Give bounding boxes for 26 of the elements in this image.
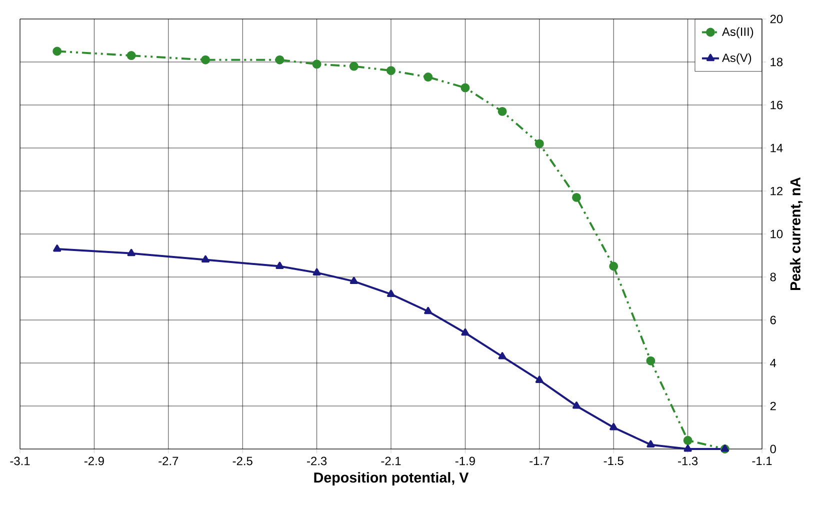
x-tick-label: -2.3 xyxy=(307,456,327,466)
x-tick-label: -1.3 xyxy=(678,456,698,466)
y-tick-label: 10 xyxy=(770,230,783,238)
y-tick-label: 4 xyxy=(770,358,776,368)
legend-label: As(III) xyxy=(722,27,754,38)
x-tick-label: -2.5 xyxy=(232,456,252,466)
x-tick-label: -2.1 xyxy=(381,456,401,466)
y-tick-label: 18 xyxy=(770,58,783,66)
y-tick-label: 16 xyxy=(770,100,783,110)
y-tick-label: 14 xyxy=(770,144,783,152)
x-tick-label: -2.9 xyxy=(84,456,104,466)
x-tick-label: -1.7 xyxy=(530,456,550,465)
y-tick-label: 8 xyxy=(770,272,776,282)
y-tick-label: 0 xyxy=(770,444,776,454)
x-tick-label: -1.1 xyxy=(752,456,772,465)
y-tick-label: 2 xyxy=(770,402,776,410)
y-tick-label: 20 xyxy=(770,14,783,24)
x-tick-label: -1.9 xyxy=(455,456,475,466)
y-axis-title: Peak current, nA xyxy=(790,177,803,290)
x-tick-label: -1.5 xyxy=(604,456,624,466)
x-tick-label: -3.1 xyxy=(10,456,30,466)
x-axis-title: Deposition potential, V xyxy=(314,472,469,486)
x-tick-label: -2.7 xyxy=(158,456,178,466)
y-tick-label: 6 xyxy=(770,316,776,324)
y-tick-label: 12 xyxy=(770,186,782,196)
legend-label: As(V) xyxy=(722,53,752,64)
